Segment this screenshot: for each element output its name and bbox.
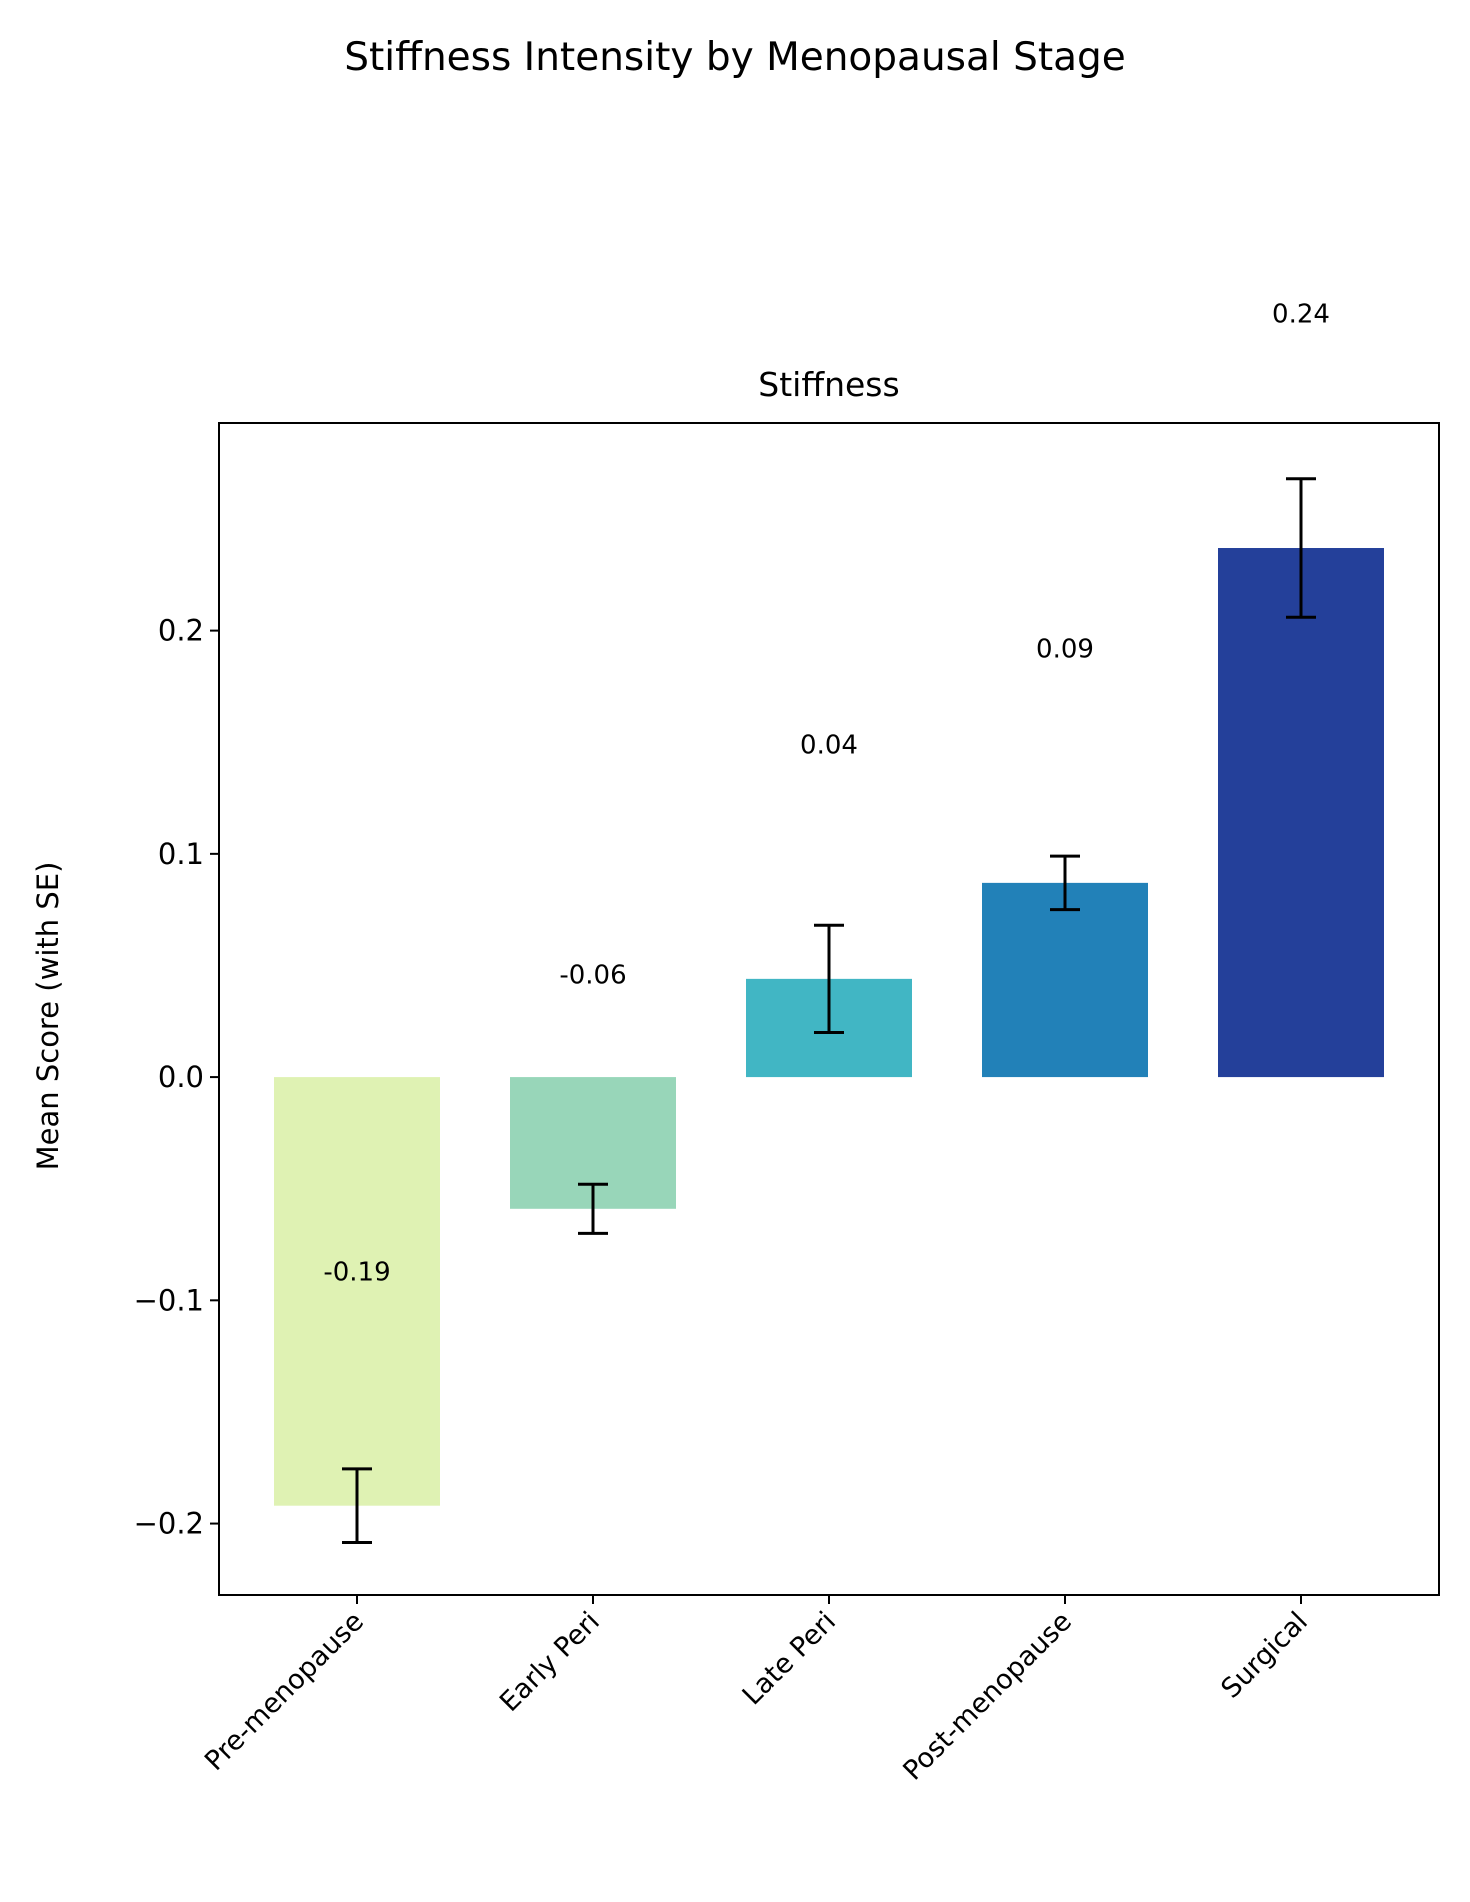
y-tick-label: 0.2	[158, 614, 204, 648]
bar-value-label: 0.24	[1272, 300, 1330, 330]
bar-value-label: -0.06	[559, 960, 626, 990]
bar-value-label: -0.19	[323, 1257, 390, 1287]
bar	[982, 882, 1148, 1078]
bar	[274, 1077, 440, 1506]
y-axis-label: Mean Score (with SE)	[31, 862, 65, 1171]
bar-value-label: 0.09	[1036, 634, 1094, 664]
bar-value-label: 0.04	[800, 730, 858, 760]
y-tick-label: −0.1	[134, 1283, 204, 1317]
axes-frame	[218, 422, 1440, 1596]
axes-title: Stiffness	[758, 365, 899, 404]
figure-title: Stiffness Intensity by Menopausal Stage	[344, 35, 1126, 80]
y-tick-label: 0.0	[158, 1060, 204, 1094]
y-tick-label: −0.2	[134, 1507, 204, 1541]
y-tick-label: 0.1	[158, 837, 204, 871]
bar	[1218, 548, 1384, 1078]
